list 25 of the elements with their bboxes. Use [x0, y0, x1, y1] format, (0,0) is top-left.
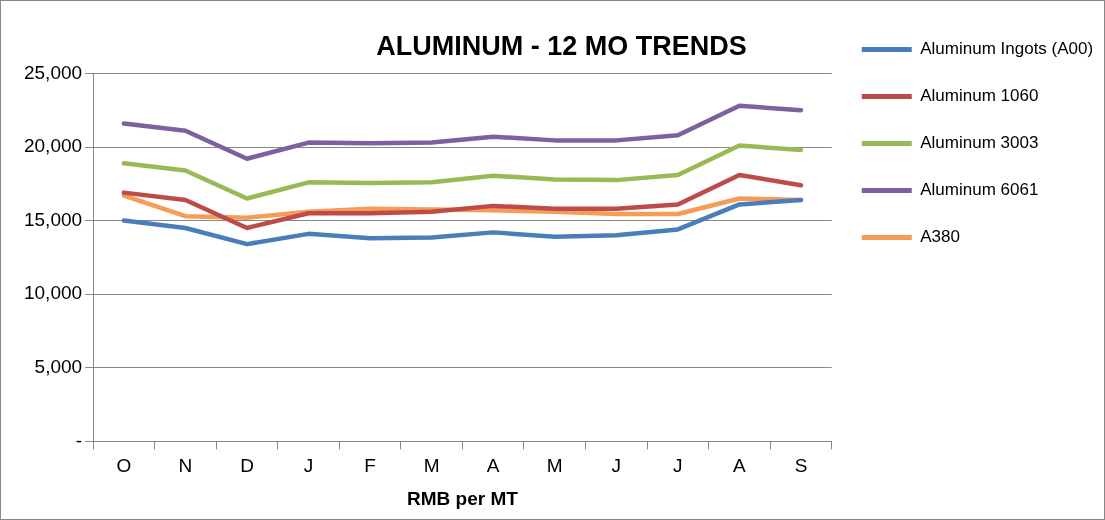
x-tick-label: D: [240, 455, 254, 477]
x-tick-label: F: [364, 455, 376, 477]
y-tick-label: -: [75, 429, 83, 451]
x-tick-label: M: [546, 455, 563, 477]
x-tick-label: A: [733, 455, 747, 477]
y-tick-label: 20,000: [23, 135, 83, 157]
chart-title: ALUMINUM - 12 MO TRENDS: [376, 30, 747, 61]
y-tick-label: 25,000: [23, 61, 83, 83]
legend-label: Aluminum Ingots (A00): [920, 39, 1094, 59]
x-tick-label: N: [178, 455, 193, 477]
x-tick-label: M: [423, 455, 440, 477]
x-tick-label: S: [794, 455, 808, 477]
y-tick-label: 5,000: [34, 356, 83, 378]
x-tick-label: O: [116, 455, 132, 477]
legend-label: Aluminum 1060: [920, 86, 1039, 106]
y-tick-label: 10,000: [23, 282, 83, 304]
x-tick-label: J: [673, 455, 683, 477]
x-tick-label: A: [486, 455, 500, 477]
x-tick-label: J: [611, 455, 622, 477]
x-axis-title: RMB per MT: [407, 487, 519, 509]
y-tick-label: 15,000: [23, 208, 83, 230]
legend-label: Aluminum 6061: [920, 180, 1039, 200]
legend-label: A380: [920, 227, 960, 247]
legend-label: Aluminum 3003: [920, 133, 1039, 153]
x-tick-label: J: [303, 455, 314, 477]
